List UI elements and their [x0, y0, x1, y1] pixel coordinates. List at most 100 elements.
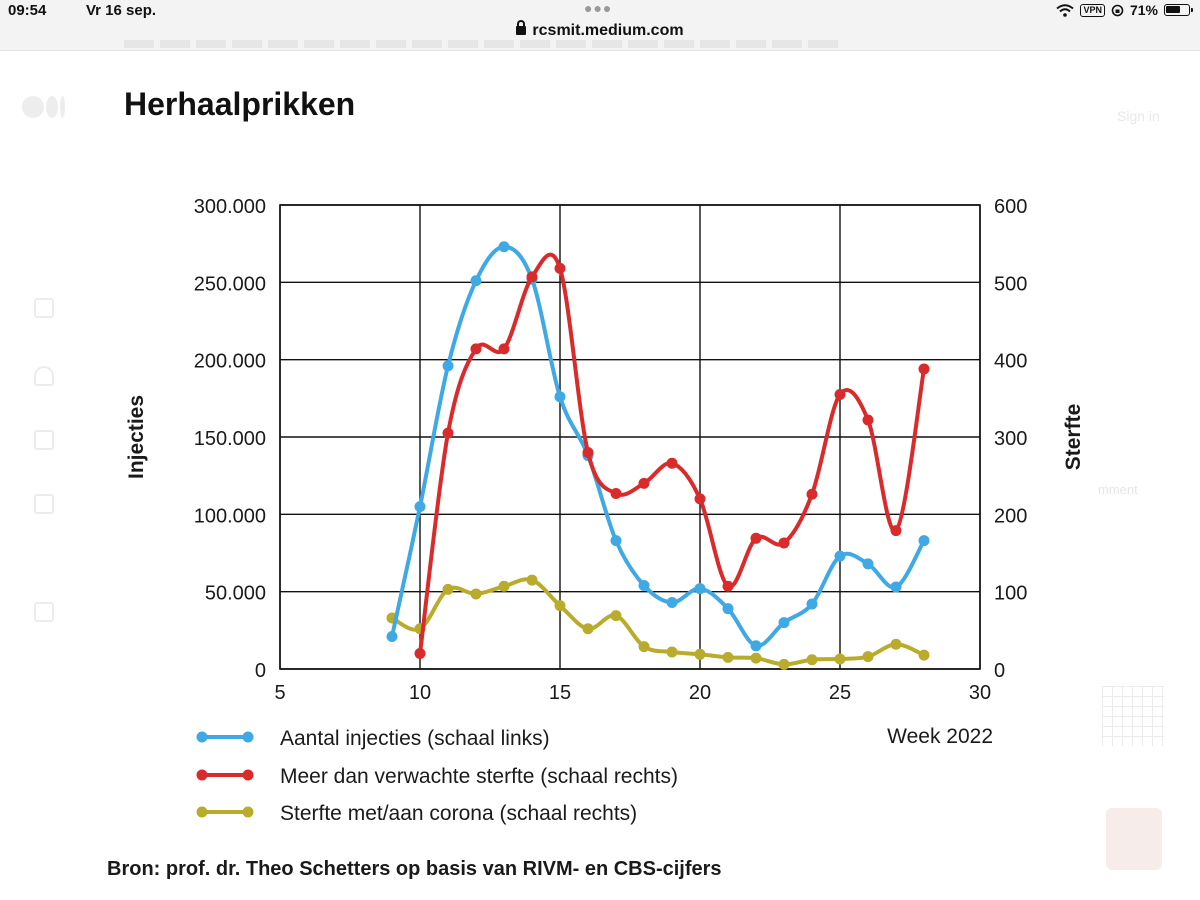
y-right-tick-label: 300	[994, 428, 1027, 450]
injections-series-point	[806, 598, 818, 610]
injections-series-point	[918, 535, 930, 547]
faded-text-line	[124, 40, 844, 48]
excess-mortality-series	[414, 252, 930, 660]
date: Vr 16 sep.	[86, 2, 157, 19]
covid-deaths-series-point	[750, 652, 762, 664]
y-left-axis-label: Injecties	[125, 395, 148, 479]
excess-mortality-series-point	[554, 262, 566, 274]
author-avatar[interactable]	[1106, 808, 1162, 870]
excess-mortality-series-point	[582, 446, 594, 458]
orientation-lock-icon	[1111, 4, 1124, 16]
x-tick-label: 15	[549, 682, 571, 704]
y-right-tick-label: 200	[994, 505, 1027, 527]
x-tick-label: 20	[689, 682, 711, 704]
y-right-tick-label: 0	[994, 660, 1005, 682]
covid-deaths-series-point	[442, 583, 454, 595]
battery-icon	[1164, 4, 1193, 16]
y-left-tick-label: 200.000	[194, 351, 266, 373]
excess-mortality-series-point	[918, 363, 930, 375]
legend-label: Aantal injecties (schaal links)	[280, 727, 550, 750]
excess-mortality-series-point	[666, 457, 678, 469]
url-text: rcsmit.medium.com	[532, 22, 684, 39]
injections-series-point	[638, 579, 650, 591]
excess-mortality-series-point	[834, 388, 846, 400]
injections-series-point	[750, 640, 762, 652]
covid-deaths-series-point	[722, 651, 734, 663]
tick-labels: 5 10 15 20 25 30050.000100.000150.000200.0002…	[194, 196, 1028, 704]
injections-series-point	[834, 550, 846, 562]
home-icon[interactable]	[34, 298, 54, 318]
y-right-tick-label: 600	[994, 196, 1027, 218]
multitasking-dots-icon[interactable]: ●●●	[584, 0, 613, 16]
legend-item-excess-mortality: Meer dan verwachte sterfte (schaal recht…	[196, 765, 678, 788]
x-tick-label: 5	[274, 682, 285, 704]
page-title: Herhaalprikken	[124, 86, 356, 122]
injections-series-point	[554, 391, 566, 403]
excess-mortality-series-point	[722, 580, 734, 592]
y-right-tick-label: 400	[994, 351, 1027, 373]
bookmarks-icon[interactable]	[34, 430, 54, 450]
excess-mortality-series-point	[610, 487, 622, 499]
covid-deaths-series-point	[526, 574, 538, 586]
legend-item-covid-deaths: Sterfte met/aan corona (schaal rechts)	[196, 802, 637, 825]
covid-deaths-series-point	[610, 610, 622, 622]
covid-deaths-series-point	[806, 654, 818, 666]
excess-mortality-series-point	[862, 414, 874, 426]
injections-series-point	[694, 583, 706, 595]
write-icon[interactable]	[34, 602, 54, 622]
legend-label: Meer dan verwachte sterfte (schaal recht…	[280, 765, 678, 788]
injections-series-point	[470, 275, 482, 287]
covid-deaths-series-point	[554, 600, 566, 612]
excess-mortality-series-point	[498, 343, 510, 355]
injections-series-point	[722, 603, 734, 615]
status-icons: VPN 71%	[1056, 2, 1193, 18]
vpn-badge: VPN	[1080, 3, 1105, 17]
legend: Aantal injecties (schaal links) Meer dan …	[196, 727, 678, 825]
excess-mortality-series-point	[442, 427, 454, 439]
excess-mortality-series-point	[890, 525, 902, 537]
x-tick-label: 30	[969, 682, 991, 704]
injections-series-point	[414, 501, 426, 513]
covid-deaths-series-point	[778, 658, 790, 670]
x-tick-label: 10	[409, 682, 431, 704]
injections-series-point	[498, 241, 510, 253]
legend-swatch-dot	[242, 731, 254, 743]
covid-deaths-series-point	[470, 588, 482, 600]
covid-deaths-series-point	[918, 649, 930, 661]
injections-series-point	[610, 535, 622, 547]
y-left-tick-label: 300.000	[194, 196, 266, 218]
legend-swatch-dot	[242, 769, 254, 781]
injections-series-line	[390, 244, 926, 648]
excess-mortality-series-point	[638, 477, 650, 489]
injections-series-point	[890, 581, 902, 593]
clock: 09:54	[8, 2, 47, 19]
y-left-tick-label: 100.000	[194, 505, 266, 527]
stories-icon[interactable]	[34, 494, 54, 514]
excess-mortality-series-point	[470, 343, 482, 355]
injections-series-point	[862, 558, 874, 570]
excess-mortality-series-point	[694, 493, 706, 505]
y-left-tick-label: 150.000	[194, 428, 266, 450]
excess-mortality-series-point	[526, 271, 538, 283]
injections-series-point	[666, 596, 678, 608]
sign-in-link[interactable]: Sign in	[1117, 108, 1160, 124]
covid-deaths-series-point	[890, 638, 902, 650]
wifi-icon	[1056, 3, 1075, 17]
faded-thumbnail	[1102, 686, 1164, 746]
medium-logo-icon[interactable]	[22, 96, 68, 120]
y-left-tick-label: 50.000	[205, 583, 266, 605]
legend-swatch-dot	[196, 731, 208, 743]
covid-deaths-series-point	[862, 651, 874, 663]
covid-deaths-series-point	[694, 648, 706, 660]
y-left-tick-label: 0	[255, 660, 266, 682]
lock-icon	[516, 20, 527, 35]
covid-deaths-series-point	[666, 646, 678, 658]
excess-mortality-series-line	[418, 252, 926, 656]
y-right-tick-label: 500	[994, 273, 1027, 295]
notifications-icon[interactable]	[34, 366, 54, 386]
source-caption: Bron: prof. dr. Theo Schetters op basis …	[107, 858, 722, 880]
covid-deaths-series-point	[834, 653, 846, 665]
legend-label: Sterfte met/aan corona (schaal rechts)	[280, 802, 637, 825]
legend-item-injections: Aantal injecties (schaal links)	[196, 727, 550, 750]
address-bar[interactable]: rcsmit.medium.com	[0, 20, 1200, 40]
